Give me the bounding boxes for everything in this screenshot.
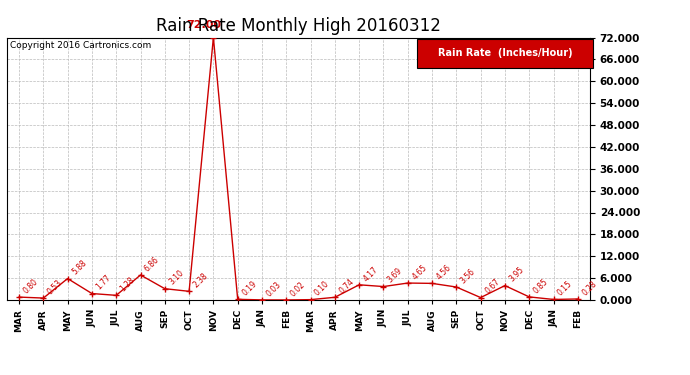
Text: 4.65: 4.65	[410, 263, 428, 281]
Text: 0.10: 0.10	[313, 279, 331, 298]
Text: 0.28: 0.28	[580, 279, 598, 297]
Text: 0.03: 0.03	[264, 280, 283, 298]
Text: 3.56: 3.56	[459, 267, 477, 285]
Text: 2.38: 2.38	[192, 271, 210, 290]
Title: Rain Rate Monthly High 20160312: Rain Rate Monthly High 20160312	[156, 16, 441, 34]
Text: 0.53: 0.53	[46, 278, 64, 296]
Text: 0.19: 0.19	[240, 279, 259, 297]
Text: 1.77: 1.77	[95, 273, 112, 292]
Text: 0.80: 0.80	[21, 277, 40, 295]
Text: Rain Rate  (Inches/Hour): Rain Rate (Inches/Hour)	[438, 48, 573, 58]
Text: 4.17: 4.17	[362, 265, 380, 283]
Text: 3.10: 3.10	[167, 268, 186, 287]
Text: 0.15: 0.15	[556, 279, 574, 298]
Text: 4.56: 4.56	[435, 263, 453, 282]
Text: 0.02: 0.02	[288, 280, 307, 298]
Text: 0.74: 0.74	[337, 277, 355, 296]
Text: 1.28: 1.28	[119, 275, 137, 294]
Text: 5.88: 5.88	[70, 258, 88, 277]
Text: 3.95: 3.95	[507, 266, 526, 284]
Text: 0.67: 0.67	[483, 278, 502, 296]
Text: 0.85: 0.85	[531, 277, 550, 295]
Text: 6.86: 6.86	[143, 255, 161, 273]
Text: 72.00: 72.00	[186, 20, 221, 30]
Text: 3.69: 3.69	[386, 266, 404, 285]
Text: Copyright 2016 Cartronics.com: Copyright 2016 Cartronics.com	[10, 41, 152, 50]
